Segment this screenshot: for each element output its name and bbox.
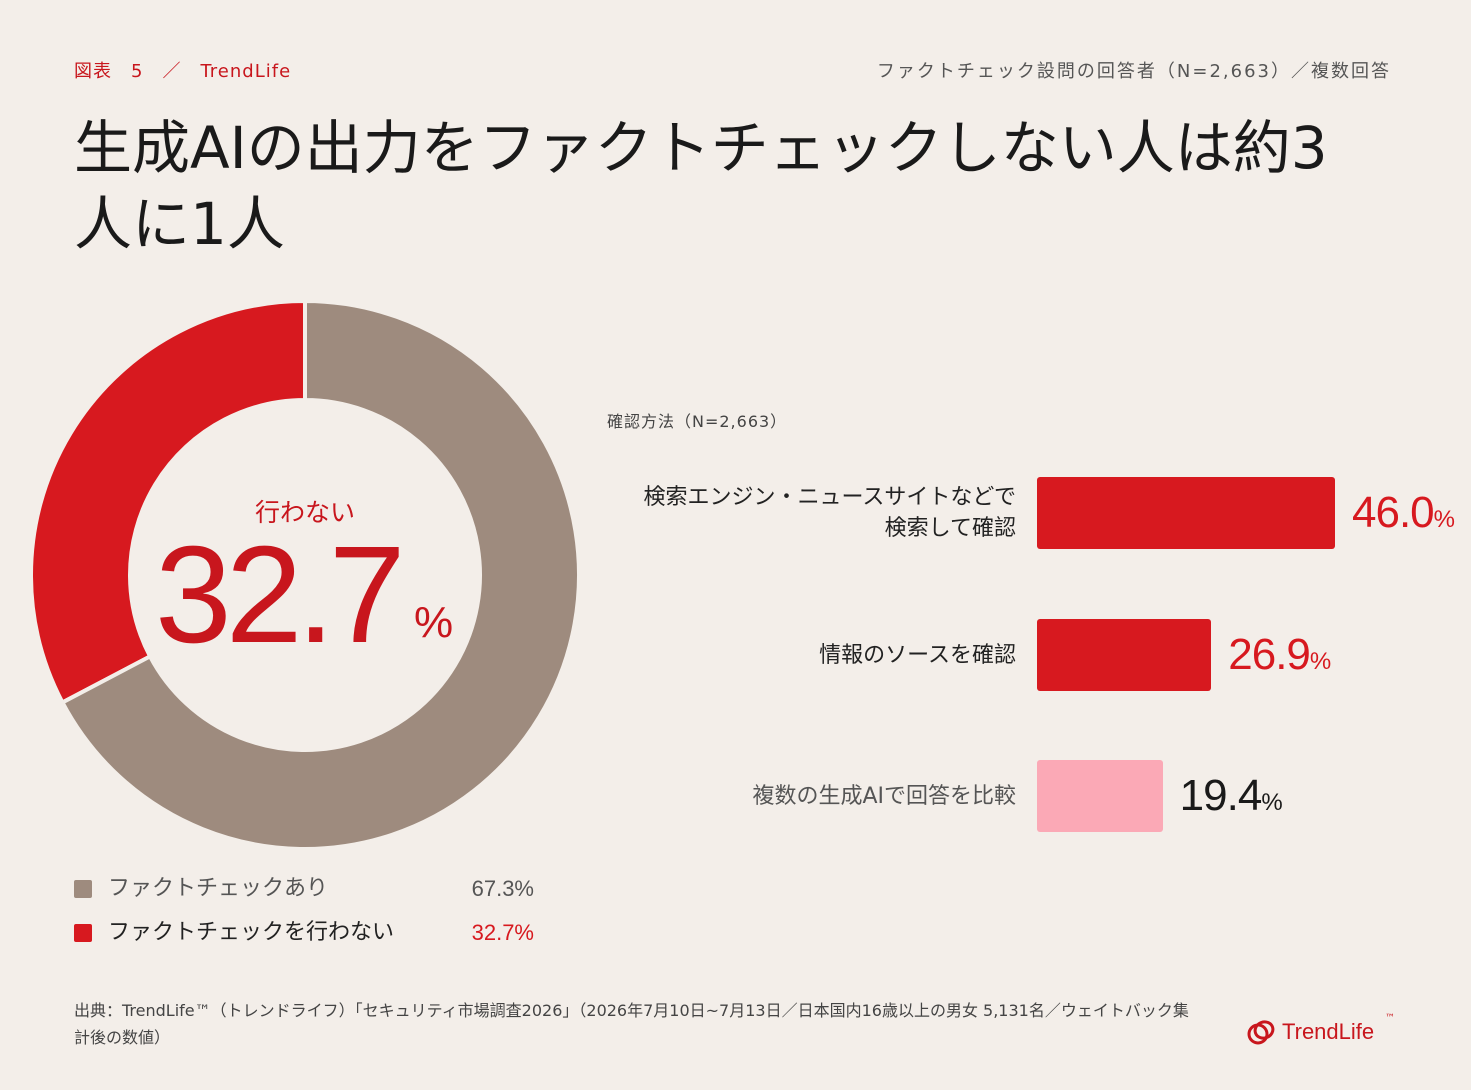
bar-multi-ai-compare [1037,760,1163,832]
bar-value-multi-ai-compare: 19.4% [1179,771,1283,820]
brand-name: TrendLife [1282,1019,1375,1044]
bar-chart-subtitle: 確認方法（N=2,663） [607,412,788,431]
legend-label: ファクトチェックを行わない [108,920,395,945]
legend-label: ファクトチェックあり [108,876,329,901]
bar-value-search-engine: 46.0% [1352,488,1455,537]
bar-source-check [1037,619,1212,691]
source-note: 出典：TrendLife™（トレンドライフ）「セキュリティ市場調査2026」（2… [74,1001,1189,1047]
legend-value: 67.3% [471,876,534,901]
page-title: 生成AIの出力をファクトチェックしない人は約3人に1人 [74,114,1328,258]
brand-logo: TrendLife ™ [1246,1013,1406,1047]
donut-center-value: 32.7 [155,518,406,672]
donut-center-unit: % [414,598,454,647]
legend-item-fact-check-yes: ファクトチェックあり 67.3% [74,874,544,904]
bar-label-search-engine: 検索エンジン・ニュースサイトなどで 検索して確認 [643,485,1016,541]
bar-search-engine [1037,477,1335,549]
bar-label-source-check: 情報のソースを確認 [819,642,1016,668]
donut-center-label: 行わない [254,498,355,527]
legend-item-fact-check-no: ファクトチェックを行わない 32.7% [74,918,544,948]
donut-chart [30,300,580,850]
donut-slice-fact-check [59,300,580,850]
legend-swatch [74,924,92,942]
legend-swatch [74,880,92,898]
legend-value: 32.7% [471,920,534,945]
bar-label-multi-ai-compare: 複数の生成AIで回答を比較 [752,783,1016,809]
brand-trademark: ™ [1385,1013,1395,1024]
donut-slice-no-fact-check [30,300,307,706]
bar-value-source-check: 26.9% [1228,630,1332,679]
figure-label: 図表 5 ／ TrendLife [74,61,292,82]
trendlife-logo-icon [1247,1020,1275,1045]
survey-note: ファクトチェック設問の回答者（N=2,663）／複数回答 [876,61,1391,82]
